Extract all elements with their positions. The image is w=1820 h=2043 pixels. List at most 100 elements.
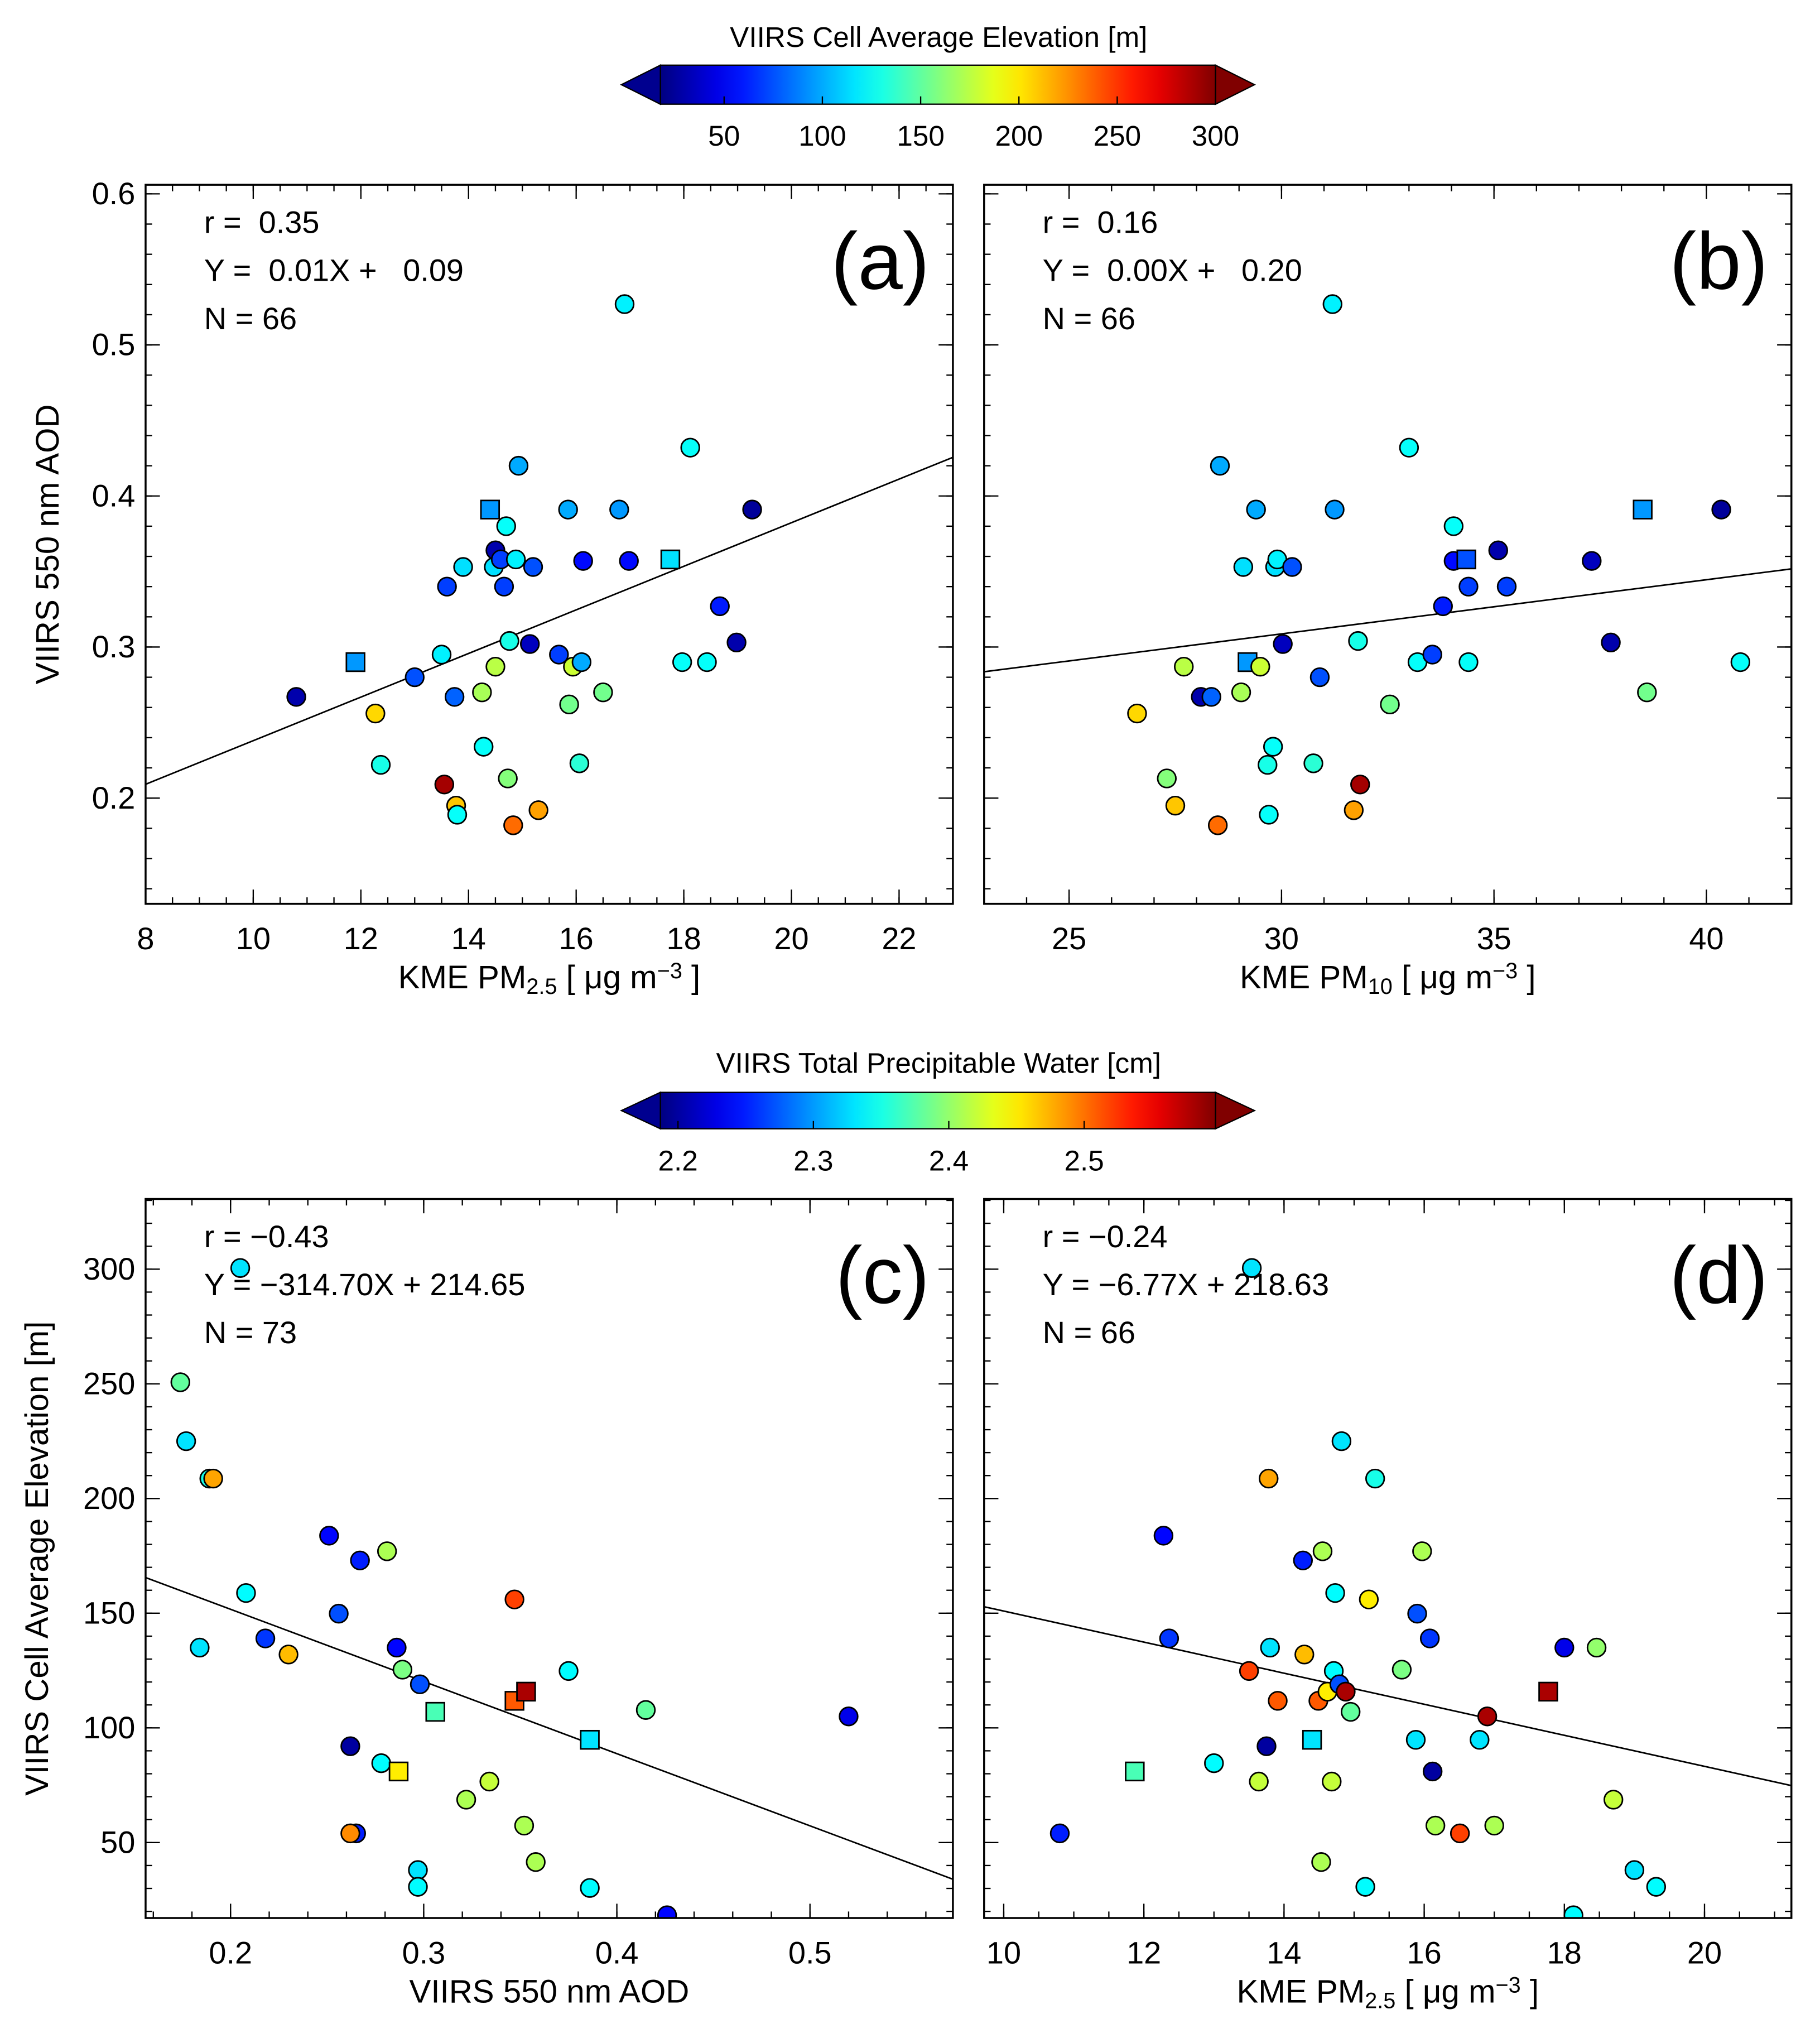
data-point: [1250, 656, 1270, 677]
data-point: [593, 682, 613, 703]
regression-line: [984, 568, 1792, 673]
data-point-square: [580, 1729, 600, 1750]
data-point-square: [345, 652, 365, 672]
data-point: [1322, 1771, 1342, 1792]
data-point: [474, 737, 494, 757]
stat-line: Y = −314.70X + 214.65: [204, 1267, 526, 1302]
data-point: [434, 775, 455, 795]
data-point: [170, 1372, 190, 1392]
data-point: [1350, 775, 1370, 795]
data-point: [569, 753, 590, 773]
x-axis-label-mid: [ μg m: [1393, 959, 1492, 996]
y-tick-label: 0.3: [92, 629, 136, 664]
data-point: [1380, 694, 1400, 715]
data-point: [1586, 1637, 1607, 1658]
colorbar-over-arrow: [1215, 1091, 1256, 1130]
data-point: [1303, 753, 1323, 773]
data-point-square: [425, 1701, 445, 1722]
data-point: [1470, 1729, 1490, 1750]
data-point: [286, 687, 306, 707]
data-point-square: [480, 499, 500, 520]
data-points: [1049, 1258, 1667, 1919]
data-point: [1127, 703, 1147, 724]
panel-letter: (c): [836, 1230, 930, 1320]
stat-line: r = −0.24: [1043, 1219, 1168, 1254]
data-point: [559, 694, 579, 715]
stat-line: N = 66: [1043, 1315, 1135, 1350]
data-point: [1174, 656, 1194, 677]
data-point: [1273, 634, 1293, 654]
data-point: [1443, 516, 1464, 536]
data-point: [1484, 1815, 1504, 1836]
data-point: [499, 631, 519, 651]
data-point: [571, 652, 592, 672]
x-tick-label: 16: [1407, 1935, 1441, 1970]
x-axis-label-sub: 2.5: [1365, 1988, 1395, 2013]
colorbar-tick-label: 2.5: [1065, 1145, 1104, 1176]
x-axis-label: VIIRS 550 nm AOD: [410, 1973, 690, 2010]
x-tick-label: 10: [236, 921, 271, 956]
data-point: [1207, 815, 1228, 835]
data-point: [453, 557, 473, 577]
x-axis-label: KME PM10 [ μg m−3 ]: [1240, 959, 1536, 999]
data-point: [1563, 1905, 1583, 1919]
data-point: [1309, 667, 1330, 688]
data-point: [1210, 455, 1230, 476]
data-point: [1637, 682, 1657, 703]
data-point: [392, 1660, 413, 1680]
x-tick-label: 12: [1126, 1935, 1161, 1970]
data-point: [1359, 1589, 1379, 1609]
panel-c: 0.2 0.3 0.4 0.5 50 100 150 200 250 300 r = −0.43 Y …: [19, 1198, 954, 2010]
data-point: [1365, 1468, 1385, 1489]
data-point: [680, 438, 700, 458]
data-point: [635, 1700, 656, 1720]
data-point: [1256, 1736, 1277, 1756]
data-point: [580, 1878, 600, 1898]
colorbar-bar: [659, 1092, 1216, 1129]
colorbar-tpw: VIIRS Total Precipitable Water [cm] 2.2 2.…: [619, 1047, 1256, 1176]
data-point: [505, 549, 526, 570]
data-point: [377, 1541, 397, 1561]
x-axis-label-suffix: ]: [1518, 959, 1535, 996]
data-point: [1159, 1628, 1179, 1648]
data-point: [1157, 768, 1177, 789]
colorbar-tick-label: 100: [798, 120, 846, 152]
data-point: [1458, 652, 1479, 672]
data-point: [370, 754, 391, 775]
data-point: [485, 656, 505, 677]
data-point: [447, 805, 468, 825]
x-axis-label-sup: −3: [657, 959, 682, 983]
data-point: [519, 634, 540, 654]
data-point: [1355, 1877, 1375, 1897]
x-tick-label: 40: [1689, 921, 1723, 956]
data-point: [1711, 499, 1731, 520]
data-point: [1259, 805, 1279, 825]
data-point: [558, 1661, 579, 1681]
colorbar-under-arrow: [619, 1091, 661, 1130]
plot-frame: [145, 1198, 954, 1919]
data-point: [1730, 652, 1751, 672]
y-axis-label: VIIRS Cell Average Elevation [m]: [19, 1321, 55, 1796]
colorbar-title: VIIRS Total Precipitable Water [cm]: [716, 1047, 1162, 1079]
data-point: [726, 632, 747, 653]
data-point: [1604, 1790, 1624, 1810]
data-point: [1239, 1661, 1259, 1681]
data-point: [1204, 1753, 1224, 1773]
data-point: [176, 1431, 196, 1451]
data-point: [523, 557, 543, 577]
data-point: [1450, 1823, 1470, 1844]
data-point-square: [1633, 499, 1653, 520]
x-axis-label-sup: −3: [1492, 959, 1518, 983]
data-point: [1322, 294, 1342, 314]
data-point: [498, 768, 518, 789]
panel-letter: (a): [831, 216, 930, 306]
x-axis-label: KME PM2.5 [ μg m−3 ]: [1236, 1973, 1539, 2013]
data-point: [1399, 438, 1419, 458]
y-tick-label: 100: [83, 1710, 135, 1745]
data-point: [496, 516, 516, 536]
data-point: [203, 1468, 223, 1489]
data-point: [1554, 1637, 1575, 1658]
data-points: [286, 294, 762, 835]
x-tick-label: 16: [559, 921, 594, 956]
